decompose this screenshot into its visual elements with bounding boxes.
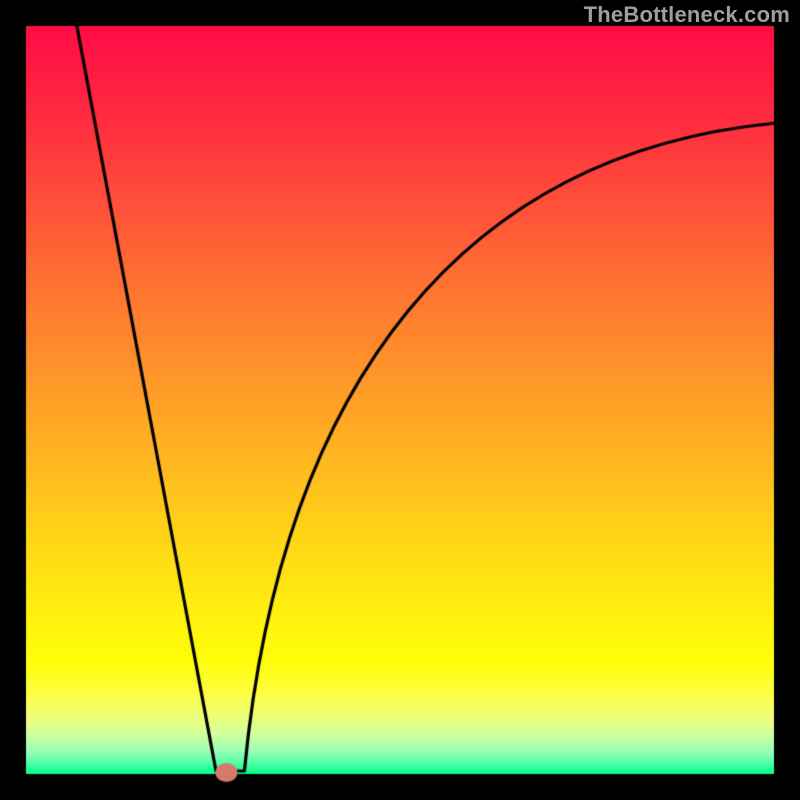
chart-stage: TheBottleneck.com	[0, 0, 800, 800]
watermark-text: TheBottleneck.com	[584, 2, 790, 28]
bottleneck-chart-canvas	[0, 0, 800, 800]
